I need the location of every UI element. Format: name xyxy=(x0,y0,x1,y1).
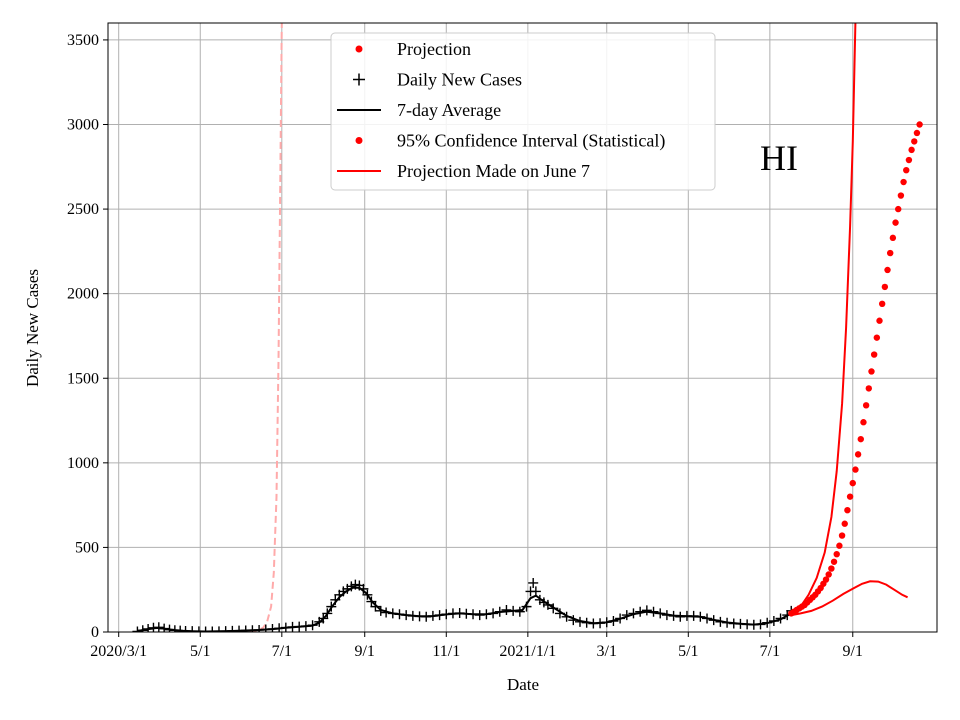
series-daily-new-cases xyxy=(132,577,797,632)
legend: Projection Daily New Cases 7-day Average 95… xyxy=(330,32,716,191)
y-tick-label: 0 xyxy=(91,624,99,641)
data-point-dot xyxy=(911,138,918,145)
x-tick-label: 3/1 xyxy=(597,643,617,660)
legend-entry: 7-day Average xyxy=(337,100,501,120)
legend-label: 95% Confidence Interval (Statistical) xyxy=(397,131,665,152)
data-point-dot xyxy=(903,166,910,174)
data-point-dot xyxy=(884,266,891,274)
data-point-dot xyxy=(822,576,830,583)
data-point-dot xyxy=(828,565,835,572)
y-tick-label: 2500 xyxy=(67,201,99,218)
data-point-dot xyxy=(868,368,875,375)
legend-entry: 95% Confidence Interval (Statistical) xyxy=(355,131,665,152)
data-point-plus xyxy=(514,606,525,617)
x-tick-label: 2021/1/1 xyxy=(499,643,556,660)
data-point-plus xyxy=(528,577,539,588)
legend-label: Daily New Cases xyxy=(397,70,522,90)
plot-frame xyxy=(107,22,938,633)
x-tick-label: 5/1 xyxy=(190,643,210,660)
legend-entry: Daily New Cases xyxy=(353,70,522,90)
legend-marker-plus xyxy=(353,73,365,86)
x-tick-label: 9/1 xyxy=(354,643,374,660)
data-point-dot xyxy=(889,234,897,242)
series-layer xyxy=(132,23,923,632)
x-tick-label: 2020/3/1 xyxy=(90,643,147,660)
x-ticks: 2020/3/1 5/1 7/1 9/1 11/1 2021/1/1 3/1 5/1 7/1 9/… xyxy=(90,632,863,660)
data-point-dot xyxy=(870,351,878,358)
data-point-dot xyxy=(905,156,913,164)
legend-marker-dot xyxy=(355,137,363,144)
series-7-day-average xyxy=(137,586,792,632)
x-tick-label: 11/1 xyxy=(432,643,460,660)
data-point-plus xyxy=(370,601,381,612)
data-point-dot xyxy=(844,507,851,514)
data-point-dot xyxy=(857,435,864,443)
series-line xyxy=(249,23,283,632)
data-point-dot xyxy=(846,493,854,500)
series-projection xyxy=(788,121,923,617)
data-point-dot xyxy=(836,542,843,549)
y-ticks: 0 500 1000 1500 2000 2500 3000 3500 xyxy=(67,32,108,641)
data-point-dot xyxy=(881,283,889,291)
y-tick-label: 500 xyxy=(75,539,99,556)
y-axis-label: Daily New Cases xyxy=(23,269,42,387)
y-tick-label: 3000 xyxy=(67,117,99,134)
data-point-dot xyxy=(841,520,848,527)
y-tick-label: 1500 xyxy=(67,370,99,387)
data-point-dot xyxy=(849,479,856,487)
legend-marker-dot xyxy=(355,45,363,53)
data-point-dot xyxy=(833,550,840,558)
x-tick-label: 5/1 xyxy=(678,643,698,660)
data-point-dot xyxy=(873,334,881,341)
data-point-dot xyxy=(878,300,886,308)
series-95-confidence-interval-upper xyxy=(790,23,857,615)
x-tick-label: 7/1 xyxy=(760,643,780,660)
data-point-plus xyxy=(132,626,143,632)
data-point-dot xyxy=(876,317,883,324)
legend-label: Projection Made on June 7 xyxy=(397,161,590,181)
data-point-dot xyxy=(892,219,899,226)
data-point-plus xyxy=(641,605,652,616)
x-tick-label: 7/1 xyxy=(272,643,292,660)
y-tick-label: 2000 xyxy=(67,286,99,303)
data-point-dot xyxy=(830,558,838,565)
data-point-dot xyxy=(900,178,907,186)
series-projection-made-on-june-7 xyxy=(249,23,283,632)
data-point-dot xyxy=(838,532,846,539)
y-tick-label: 1000 xyxy=(67,455,99,472)
x-axis-label: Date xyxy=(507,675,539,694)
series-line xyxy=(137,586,792,632)
legend-box xyxy=(330,32,716,191)
series-95-confidence-interval-statistical- xyxy=(791,580,909,617)
legend-entry: Projection xyxy=(355,39,471,59)
data-point-dot xyxy=(825,571,832,578)
data-point-dot xyxy=(897,192,905,199)
legend-label: Projection xyxy=(397,39,471,59)
data-point-dot xyxy=(913,129,921,137)
data-point-plus xyxy=(501,605,512,616)
series-line xyxy=(790,23,857,615)
data-point-dot xyxy=(916,121,923,128)
x-tick-label: 9/1 xyxy=(843,643,863,660)
y-tick-label: 3500 xyxy=(67,32,99,49)
data-point-dot xyxy=(860,419,867,426)
data-point-dot xyxy=(854,451,862,458)
data-point-dot xyxy=(887,249,894,257)
data-point-dot xyxy=(895,205,902,213)
data-point-dot xyxy=(908,146,915,154)
legend-entry: Projection Made on June 7 xyxy=(337,161,590,181)
state-annotation: HI xyxy=(760,138,798,178)
series-line xyxy=(791,580,909,617)
data-point-dot xyxy=(865,385,873,392)
data-point-dot xyxy=(852,466,859,473)
legend-label: 7-day Average xyxy=(397,100,501,120)
data-point-dot xyxy=(862,402,870,409)
